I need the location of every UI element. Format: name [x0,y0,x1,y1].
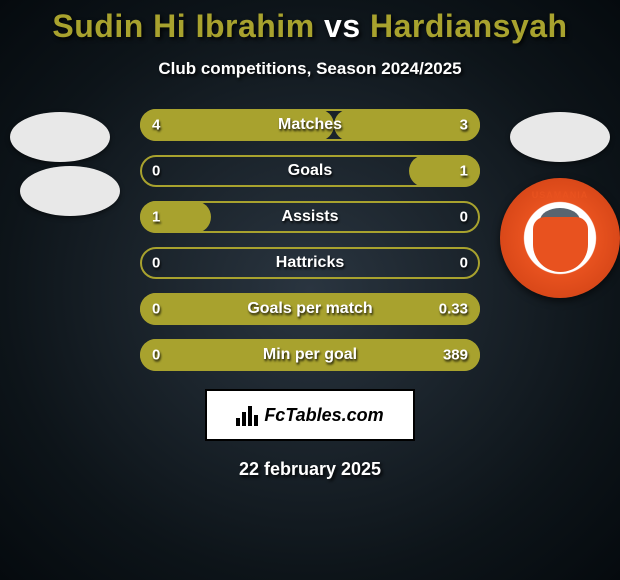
stat-label: Min per goal [263,346,357,364]
stat-row: 1 0 Assists [140,201,480,233]
stat-fill-left [140,201,211,233]
stat-row: 0 0.33 Goals per match [140,293,480,325]
stat-value-right: 0 [460,255,468,272]
fctables-text: FcTables.com [264,405,383,426]
stat-label: Matches [278,116,342,134]
stat-value-left: 0 [152,301,160,318]
stat-label: Goals [288,162,332,180]
stat-value-right: 389 [443,347,468,364]
player1-name: Sudin Hi Ibrahim [52,8,314,44]
stat-value-right: 3 [460,117,468,134]
stat-fill-right [334,109,480,141]
stat-row: 0 1 Goals [140,155,480,187]
content-container: Sudin Hi Ibrahim vs Hardiansyah Club com… [0,0,620,580]
player2-name: Hardiansyah [370,8,568,44]
stat-row: 4 3 Matches [140,109,480,141]
stat-row: 0 389 Min per goal [140,339,480,371]
date-text: 22 february 2025 [239,459,381,480]
stat-value-left: 0 [152,163,160,180]
fctables-icon [236,404,258,426]
stat-value-right: 0 [460,209,468,226]
fctables-badge: FcTables.com [205,389,415,441]
stat-rows: 4 3 Matches 0 1 Goals 1 0 Assists 0 0 Hattricks 0 0.3… [140,109,480,371]
stat-value-right: 1 [460,163,468,180]
comparison-title: Sudin Hi Ibrahim vs Hardiansyah [52,8,567,45]
stat-label: Hattricks [276,254,344,272]
stat-label: Assists [282,208,339,226]
stat-value-left: 0 [152,255,160,272]
stat-value-left: 1 [152,209,160,226]
subtitle: Club competitions, Season 2024/2025 [158,59,461,79]
stat-label: Goals per match [247,300,372,318]
vs-text: vs [324,8,361,44]
stat-value-right: 0.33 [439,301,468,318]
stat-fill-right [409,155,480,187]
stat-value-left: 0 [152,347,160,364]
stat-row: 0 0 Hattricks [140,247,480,279]
stat-value-left: 4 [152,117,160,134]
